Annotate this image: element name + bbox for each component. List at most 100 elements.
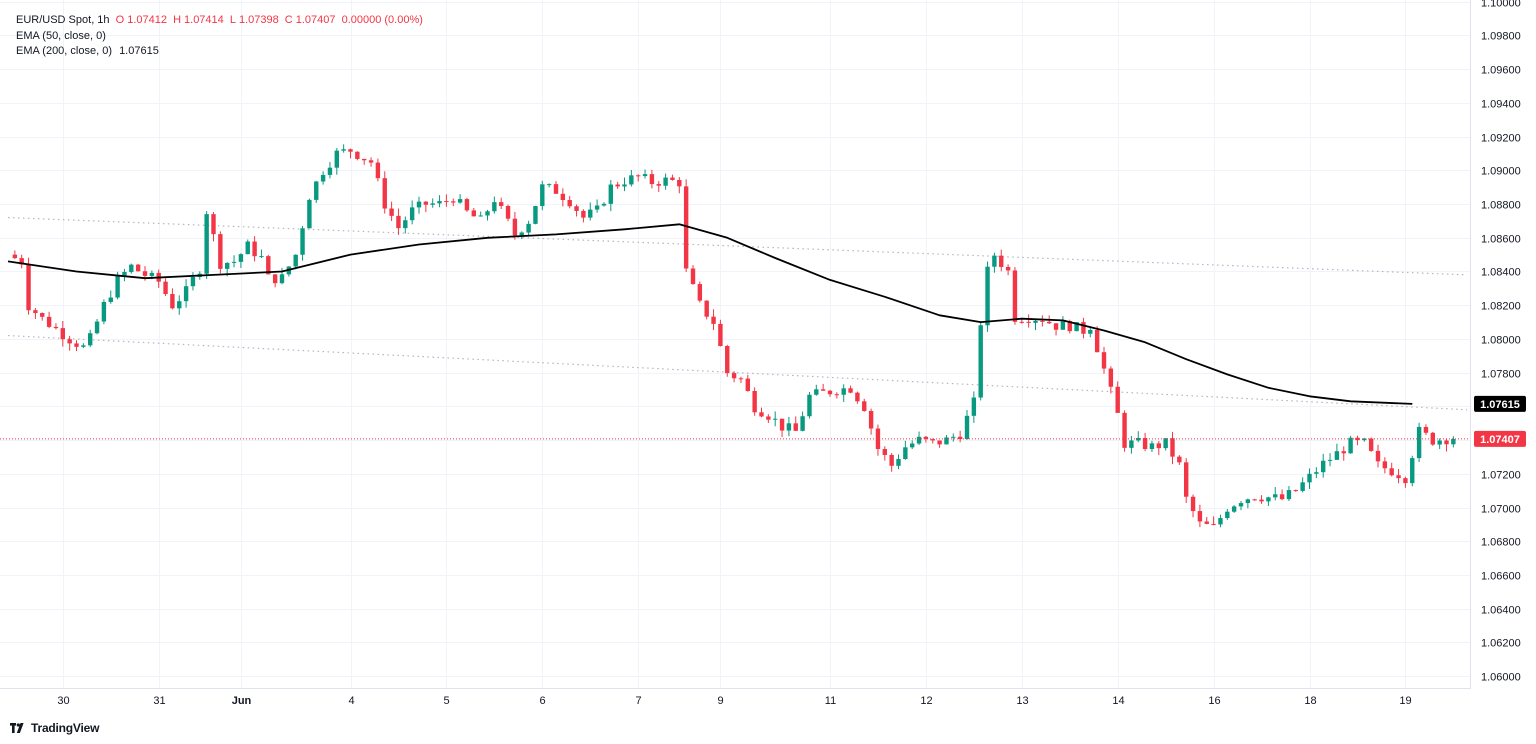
legend-symbol-row[interactable]: EUR/USD Spot, 1h O 1.07412 H 1.07414 L 1.07… <box>16 13 426 29</box>
candle <box>1307 468 1312 489</box>
candle-body <box>773 418 778 420</box>
x-tick-label: 16 <box>1208 695 1220 707</box>
candle <box>252 236 257 262</box>
time-axis[interactable]: 30 31 Jun 4 5 6 7 9 11 12 13 14 16 18 19 <box>57 695 1411 707</box>
candle <box>1368 437 1374 452</box>
candle-body <box>957 436 963 440</box>
candle-body <box>992 255 997 267</box>
ema200-path[interactable] <box>7 223 1413 405</box>
candle <box>423 201 429 213</box>
candle <box>615 181 620 189</box>
ohlc-values: O 1.07412 H 1.07414 L 1.07398 C 1.07407 0.00… <box>113 14 426 26</box>
candle <box>1184 458 1189 503</box>
candle-body <box>190 277 196 287</box>
candle <box>74 340 79 352</box>
y-tick-label: 1.08600 <box>1481 234 1521 246</box>
candle <box>1088 328 1093 338</box>
high-value: 1.07414 <box>184 14 224 26</box>
close-value: 1.07407 <box>295 14 336 26</box>
candle <box>1149 440 1155 452</box>
candle-body <box>1396 475 1401 479</box>
candle <box>690 265 696 285</box>
candle <box>752 387 757 416</box>
candle-body <box>163 281 168 294</box>
candle-body <box>526 223 531 233</box>
y-tick-label: 1.08200 <box>1481 301 1521 313</box>
candle-body <box>1307 473 1312 483</box>
candle-body <box>951 436 956 438</box>
candlestick-series <box>12 144 1456 528</box>
candle <box>1259 495 1264 504</box>
price-axis[interactable]: 1.10000 1.09800 1.09600 1.09400 1.09200 1.090… <box>1481 0 1521 684</box>
y-tick-label: 1.07200 <box>1481 470 1521 482</box>
x-tick-label: 11 <box>825 695 836 707</box>
candle-body <box>930 439 935 441</box>
candle <box>1314 467 1319 479</box>
candle <box>622 177 627 192</box>
candle-body <box>129 264 134 272</box>
candle-body <box>485 211 490 216</box>
candle <box>368 157 374 167</box>
candle <box>731 371 737 383</box>
y-tick-label: 1.07000 <box>1481 504 1521 516</box>
candle <box>382 171 387 214</box>
candle <box>362 158 367 165</box>
candle-body <box>896 459 901 466</box>
tradingview-brand[interactable]: TradingView <box>10 721 99 735</box>
candle <box>1389 462 1394 477</box>
candle-body <box>642 174 648 177</box>
candle <box>1252 498 1257 501</box>
candle-body <box>1190 496 1196 512</box>
legend-ema200-row[interactable]: EMA (200, close, 0) 1.07615 <box>16 44 426 60</box>
y-tick-label: 1.09600 <box>1481 65 1521 77</box>
candle-body <box>697 284 703 301</box>
candle-body <box>1163 438 1168 449</box>
candle-body <box>827 390 833 395</box>
y-tick-label: 1.06000 <box>1481 672 1521 684</box>
candle <box>19 254 24 269</box>
candle <box>67 335 72 351</box>
ema50-label[interactable]: EMA (50, close, 0) <box>16 29 106 42</box>
candle <box>1327 453 1333 467</box>
candle <box>677 177 682 194</box>
candle-body <box>855 392 860 402</box>
candle-body <box>608 184 613 204</box>
candle-body <box>1355 437 1360 441</box>
candle-body <box>649 174 655 185</box>
candle-body <box>594 205 600 210</box>
candle <box>540 180 545 211</box>
candle-body <box>423 201 429 205</box>
candle-body <box>1231 506 1237 512</box>
candle <box>403 216 408 234</box>
candle <box>389 201 394 222</box>
candle <box>834 392 840 399</box>
y-tick-label: 1.09000 <box>1481 166 1521 178</box>
candle <box>499 197 504 209</box>
legend-ema50-row[interactable]: EMA (50, close, 0) <box>16 29 426 45</box>
symbol-label[interactable]: EUR/USD Spot, 1h <box>16 14 110 26</box>
candle-body <box>1005 266 1011 271</box>
candle <box>944 435 949 445</box>
candle-body <box>1108 368 1114 387</box>
ema200-price-tag-text: 1.07615 <box>1480 399 1520 411</box>
candle <box>1382 457 1388 474</box>
ema200-label[interactable]: EMA (200, close, 0) <box>16 45 112 57</box>
candle-body <box>1368 438 1374 451</box>
candle <box>375 158 381 182</box>
trendline[interactable] <box>7 216 1468 276</box>
candle <box>1026 314 1031 328</box>
candle-body <box>704 300 709 317</box>
x-tick-label: 31 <box>153 695 165 707</box>
candle <box>855 391 860 404</box>
candle-body <box>396 215 401 229</box>
candle-body <box>1437 440 1442 445</box>
candle <box>567 195 572 209</box>
candle-body <box>779 418 785 431</box>
candle-body <box>841 388 846 395</box>
candle-body <box>12 254 18 259</box>
candle-body <box>1197 511 1203 522</box>
candle <box>1225 508 1230 520</box>
trendline[interactable] <box>7 334 1468 411</box>
candle-body <box>1416 426 1422 459</box>
